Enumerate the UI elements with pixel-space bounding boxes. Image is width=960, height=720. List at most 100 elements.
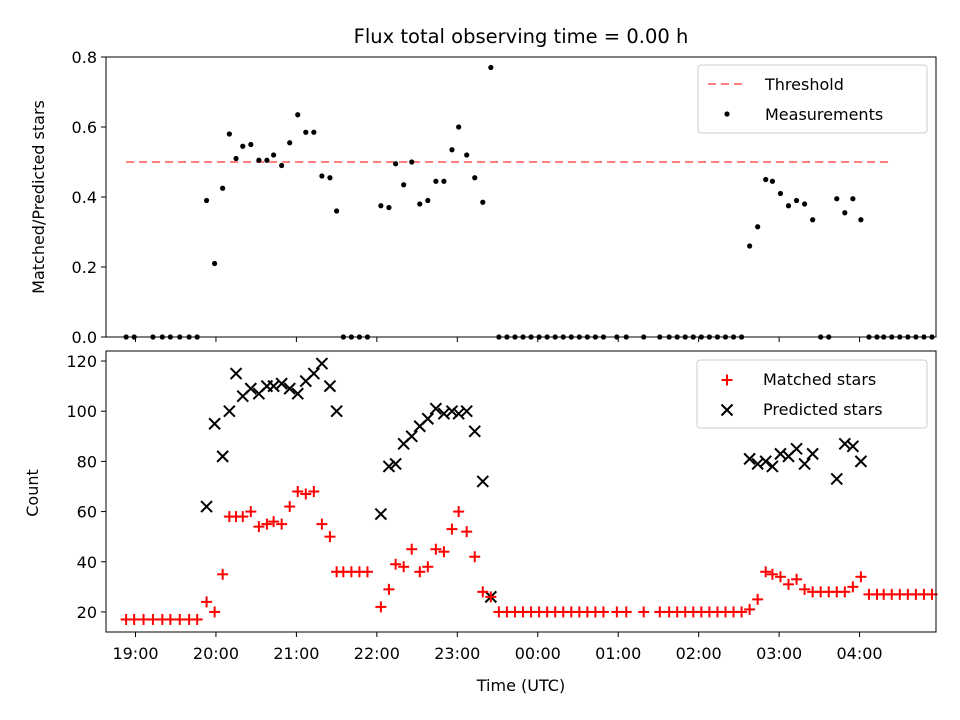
matched-stars-point — [847, 581, 859, 593]
bottom-y-axis-label: Count — [23, 469, 42, 517]
matched-stars-point — [375, 601, 387, 613]
x-tick-label: 20:00 — [193, 644, 239, 663]
matched-stars-point — [268, 516, 280, 528]
predicted-stars-point — [798, 457, 811, 471]
predicted-stars-point — [774, 447, 787, 461]
measurement-point — [417, 201, 423, 207]
measurement-point — [801, 201, 808, 207]
top-legend-box — [697, 64, 928, 134]
x-tick-label: 19:00 — [112, 644, 158, 663]
matched-stars-point — [638, 606, 650, 618]
measurement-point — [295, 112, 301, 118]
legend-measurements-label: Measurements — [765, 105, 883, 124]
y-tick-label: 100 — [66, 402, 97, 421]
matched-stars-point — [398, 561, 410, 573]
top-y-ticks: 0.0 0.2 0.4 0.6 0.8 — [72, 48, 106, 347]
matched-stars-point — [253, 521, 265, 533]
predicted-stars-point — [216, 450, 229, 463]
measurement-point — [769, 178, 776, 184]
x-tick-label: 03:00 — [756, 644, 802, 663]
matched-stars-point — [597, 606, 609, 618]
measurement-point — [433, 178, 439, 184]
predicted-stars-point — [315, 357, 329, 370]
y-tick-label: 20 — [77, 603, 97, 622]
matched-stars-point — [316, 518, 328, 530]
measurement-point — [810, 217, 816, 223]
legend-predicted-label: Predicted stars — [763, 400, 883, 419]
legend-matched-label: Matched stars — [763, 370, 876, 389]
y-tick-label: 0.6 — [72, 118, 97, 137]
measurement-point — [785, 203, 792, 209]
measurement-point — [401, 182, 407, 188]
matched-stars-point — [201, 596, 213, 608]
matched-stars-point — [485, 591, 497, 603]
matched-stars-point — [774, 571, 786, 583]
predicted-stars-point — [437, 407, 451, 420]
matched-stars-point — [324, 531, 336, 543]
measurement-point — [311, 129, 317, 135]
measurement-point — [287, 140, 293, 146]
measurement-point — [858, 217, 864, 223]
measurement-point — [240, 143, 246, 149]
predicted-stars-point — [806, 447, 819, 461]
matched-stars-point — [453, 506, 465, 518]
measurement-point — [793, 197, 800, 204]
matched-stars-point — [191, 613, 203, 625]
matched-stars-point — [308, 486, 320, 497]
measurement-point — [425, 197, 431, 204]
predicted-stars-point — [452, 407, 465, 420]
measurement-point — [777, 190, 784, 197]
predicted-stars-point — [389, 457, 402, 471]
measurement-point — [464, 152, 470, 158]
bottom-panel: 19:00 20:00 21:00 22:00 23:00 00:00 01:00 02:00… — [23, 350, 938, 695]
x-tick-label: 22:00 — [354, 644, 400, 663]
predicted-stars-point — [244, 382, 258, 395]
matched-stars-point — [855, 571, 867, 583]
predicted-stars-points — [200, 357, 868, 604]
predicted-stars-point — [229, 367, 243, 380]
predicted-stars-point — [323, 379, 337, 393]
matched-stars-point — [744, 603, 756, 615]
matched-stars-point — [292, 486, 304, 497]
legend-threshold-label: Threshold — [764, 75, 844, 94]
measurement-point — [319, 173, 325, 179]
bottom-legend: Matched stars Predicted stars — [696, 359, 928, 429]
measurement-point — [271, 152, 277, 158]
bottom-legend-box — [696, 359, 928, 429]
predicted-stars-point — [743, 452, 756, 466]
legend-plus-marker — [721, 374, 733, 386]
y-tick-label: 80 — [77, 452, 97, 471]
predicted-stars-point — [468, 425, 481, 438]
x-tick-label: 01:00 — [595, 644, 641, 663]
measurement-point — [755, 224, 761, 230]
measurement-point — [233, 155, 239, 162]
predicted-stars-point — [445, 405, 459, 418]
measurement-point — [212, 260, 218, 267]
legend-x-marker — [720, 403, 734, 417]
measurement-point — [472, 175, 478, 181]
predicted-stars-point — [766, 460, 779, 473]
measurement-point — [256, 157, 262, 163]
measurement-point — [378, 203, 384, 209]
matched-stars-point — [361, 566, 373, 578]
measurement-point — [386, 204, 392, 211]
predicted-stars-point — [208, 417, 221, 430]
y-tick-label: 60 — [77, 503, 97, 522]
matched-stars-point — [209, 606, 221, 618]
x-tick-label: 04:00 — [837, 644, 883, 663]
legend-matched-marker — [721, 374, 733, 386]
predicted-stars-point — [846, 440, 860, 453]
top-panel: Flux total observing time = 0.00 h 0.00.… — [29, 25, 937, 347]
predicted-stars-point — [223, 405, 236, 418]
matched-stars-point — [128, 613, 140, 625]
predicted-stars-point — [830, 472, 843, 486]
matched-stars-point — [261, 518, 273, 530]
measurement-point — [488, 64, 494, 71]
y-tick-label: 0.4 — [72, 188, 97, 207]
x-tick-label: 21:00 — [273, 644, 319, 663]
matched-stars-point — [414, 566, 426, 578]
x-tick-label: 23:00 — [434, 644, 480, 663]
measurement-point — [393, 161, 399, 167]
measurement-point — [480, 199, 486, 205]
predicted-stars-point — [275, 377, 288, 390]
